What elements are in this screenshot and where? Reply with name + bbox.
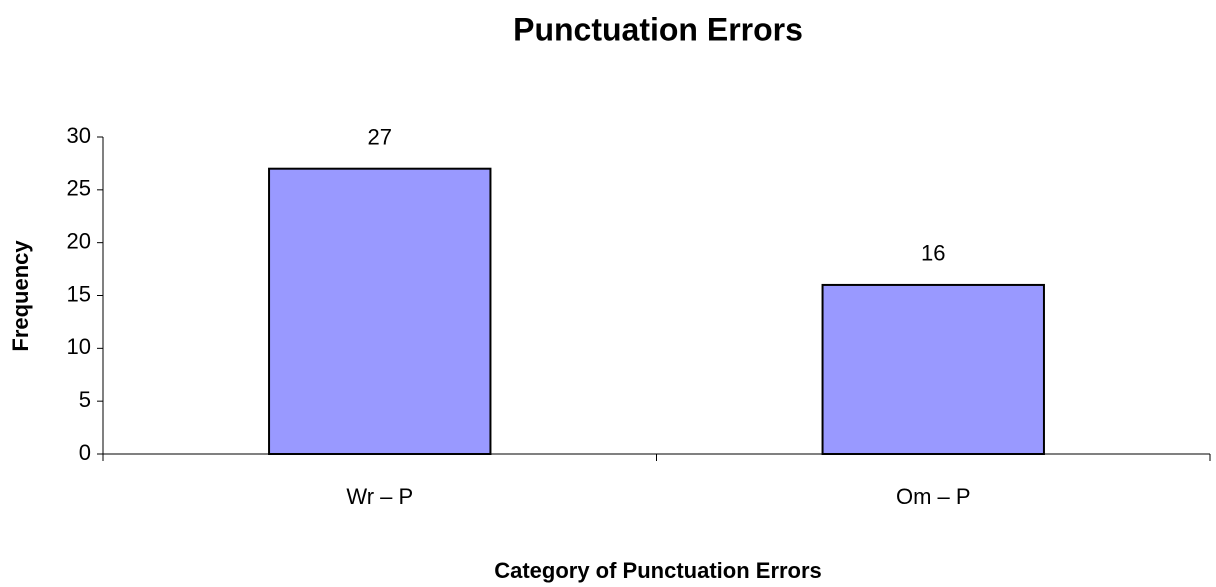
y-axis-label: Frequency bbox=[8, 240, 33, 352]
y-tick-label: 30 bbox=[67, 123, 91, 148]
y-tick-label: 20 bbox=[67, 228, 91, 253]
bar bbox=[268, 167, 492, 455]
chart-title: Punctuation Errors bbox=[513, 11, 803, 47]
bar bbox=[821, 283, 1045, 455]
x-tick-label: Om – P bbox=[896, 484, 971, 509]
y-tick-label: 10 bbox=[67, 334, 91, 359]
y-tick-label: 0 bbox=[79, 440, 91, 465]
y-tick-label: 5 bbox=[79, 387, 91, 412]
x-tick-label: Wr – P bbox=[346, 484, 413, 509]
y-tick-label: 25 bbox=[67, 176, 91, 201]
data-label: 16 bbox=[921, 241, 945, 266]
data-label: 27 bbox=[368, 125, 392, 150]
y-tick-label: 15 bbox=[67, 281, 91, 306]
x-axis-label: Category of Punctuation Errors bbox=[494, 558, 822, 583]
